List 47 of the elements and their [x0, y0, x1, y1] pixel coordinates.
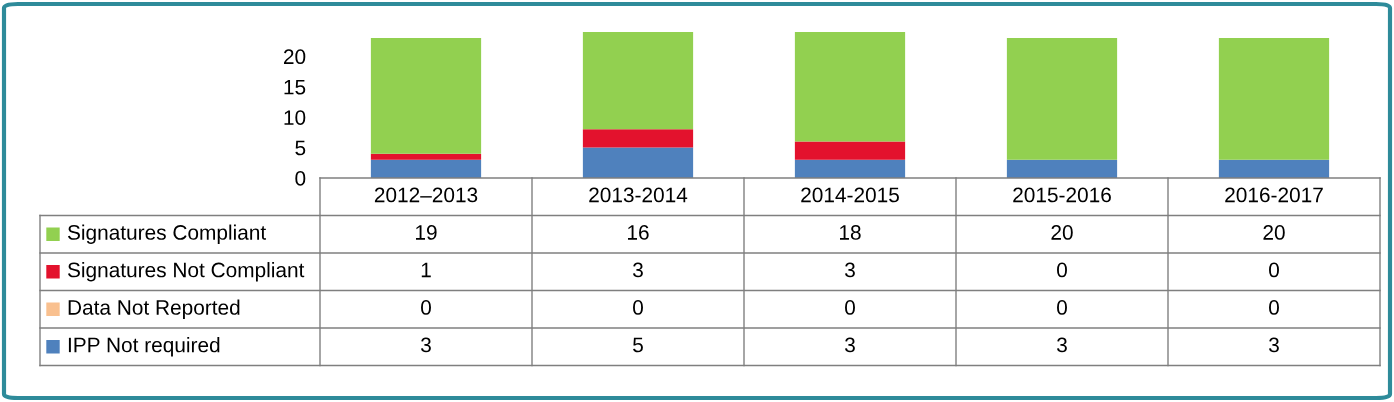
legend-label: Data Not Reported	[68, 299, 240, 319]
x-tick-label: 2013-2014	[589, 187, 688, 203]
bar	[1006, 38, 1118, 160]
data-label: 3	[845, 262, 855, 278]
data-label: 0	[633, 300, 643, 315]
bar	[582, 129, 694, 148]
data-label: 3	[421, 337, 431, 353]
data-label: 19	[416, 225, 437, 240]
data-label: 3	[1057, 337, 1067, 353]
data-label: 0	[1057, 300, 1067, 315]
data-label: 3	[845, 337, 855, 353]
data-label: 0	[421, 300, 431, 315]
legend-label: Signatures Not Compliant	[67, 262, 305, 282]
bar	[794, 141, 906, 160]
y-tick-label: 5	[295, 140, 306, 156]
bar	[1006, 159, 1118, 178]
data-label: 0	[1269, 300, 1279, 315]
x-tick-label: 2014-2015	[801, 187, 899, 203]
legend-label: Signatures Compliant	[67, 224, 267, 244]
y-tick-label: 15	[284, 79, 306, 95]
bar	[582, 32, 694, 130]
y-tick-label: 20	[283, 49, 306, 65]
data-label: 3	[633, 262, 643, 278]
legend-label: IPP Not required	[68, 337, 220, 357]
data-label: 0	[1057, 262, 1067, 278]
bar	[1218, 38, 1330, 160]
bar	[582, 147, 694, 178]
data-label: 20	[1263, 225, 1285, 240]
data-label: 20	[1051, 225, 1073, 240]
bar	[370, 159, 482, 178]
bar	[370, 153, 482, 160]
x-tick-label: 2012–2013	[374, 187, 478, 203]
bar	[794, 32, 906, 142]
data-label: 0	[1269, 262, 1279, 278]
data-label: 16	[628, 225, 649, 240]
x-tick-label: 2015-2016	[1013, 187, 1111, 203]
data-label: 18	[840, 225, 861, 240]
data-label: 1	[421, 262, 431, 278]
data-label: 5	[633, 337, 643, 353]
x-tick-label: 2016-2017	[1225, 187, 1323, 203]
bar	[794, 159, 906, 178]
y-tick-label: 10	[284, 110, 306, 125]
bar	[370, 38, 482, 154]
y-tick-label: 0	[295, 171, 306, 186]
data-label: 0	[845, 300, 855, 315]
bar	[1218, 159, 1330, 178]
data-label: 3	[1269, 337, 1279, 353]
